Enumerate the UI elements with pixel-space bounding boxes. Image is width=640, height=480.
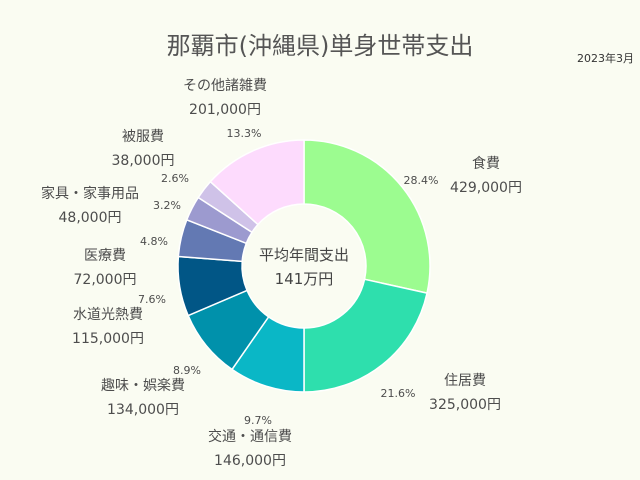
value-label-3: 146,000円 (214, 453, 286, 469)
percent-label-3: 9.7% (244, 414, 272, 427)
value-label-9: 201,000円 (189, 102, 261, 118)
percent-label-5: 7.6% (138, 293, 166, 306)
category-label-7: 家具・家事用品 (41, 185, 139, 202)
category-label-5: 水道光熱費 (73, 307, 143, 323)
chart-title: 那覇市(沖縄県)単身世帯支出 (166, 32, 474, 60)
percent-label-2: 21.6% (381, 387, 416, 400)
chart-date: 2023年3月 (577, 52, 634, 65)
value-label-7: 48,000円 (59, 210, 122, 226)
value-label-1: 429,000円 (450, 180, 522, 196)
value-label-4: 134,000円 (107, 402, 179, 418)
percent-label-6: 4.8% (140, 235, 168, 248)
percent-label-1: 28.4% (404, 174, 439, 187)
category-label-4: 趣味・娯楽費 (101, 378, 185, 394)
donut-slice-2 (303, 278, 428, 393)
center-label-line-2: 141万円 (275, 270, 334, 288)
category-label-1: 食費 (472, 155, 500, 172)
value-label-6: 72,000円 (74, 272, 137, 288)
center-label-line-1: 平均年間支出 (259, 246, 349, 264)
category-label-6: 医療費 (84, 247, 126, 264)
percent-label-8: 2.6% (161, 172, 189, 185)
percent-label-7: 3.2% (153, 199, 181, 212)
category-label-2: 住居費 (444, 373, 486, 389)
value-label-8: 38,000円 (112, 153, 175, 169)
category-label-3: 交通・通信費 (208, 428, 292, 445)
percent-label-4: 8.9% (173, 364, 201, 377)
value-label-2: 325,000円 (429, 397, 501, 413)
donut-slice-9 (209, 139, 305, 226)
percent-label-9: 13.3% (227, 127, 262, 140)
value-label-5: 115,000円 (72, 331, 144, 347)
donut-slices (177, 139, 431, 393)
category-label-9: その他諸雑費 (183, 78, 267, 94)
donut-slice-1 (303, 139, 431, 294)
category-label-8: 被服費 (122, 129, 164, 145)
donut-labels: 食費 429,000円 28.4% 住居費 325,000円 21.6% 交通・通信費 146… (41, 78, 522, 469)
